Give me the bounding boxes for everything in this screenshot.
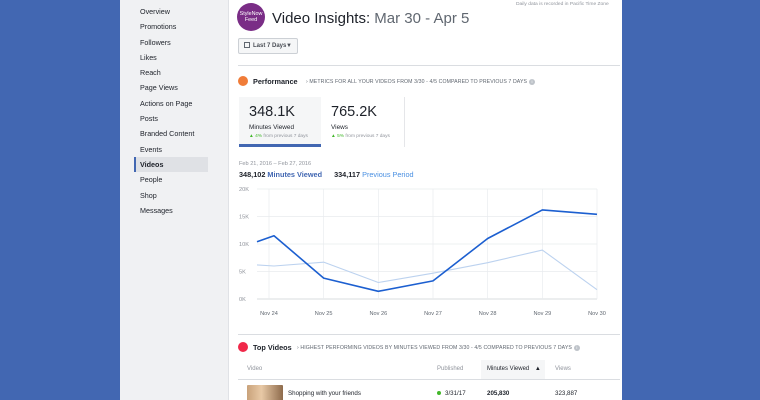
- page-title-range: Mar 30 - Apr 5: [374, 10, 470, 27]
- x-tick-label: Nov 26: [369, 311, 387, 317]
- metric-label: Minutes Viewed: [249, 124, 294, 131]
- metric-change: ▲ 5% from previous 7 days: [331, 134, 403, 139]
- y-tick-label: 10K: [239, 242, 249, 248]
- page-avatar[interactable]: StyleNow Feed: [237, 3, 265, 31]
- sidebar-nav: Overview Promotions Followers Likes Reach Pag…: [120, 0, 220, 218]
- sidebar-item-branded-content[interactable]: Branded Content: [140, 129, 195, 139]
- info-icon[interactable]: i: [573, 345, 580, 351]
- column-header-minutes-viewed[interactable]: Minutes Viewed ▲: [481, 360, 545, 379]
- timezone-note: Daily data is recorded in Pacific Time Z…: [516, 2, 609, 7]
- metric-change-pct: 5%: [337, 134, 345, 139]
- sidebar-item-shop[interactable]: Shop: [140, 190, 157, 200]
- y-tick-label: 0K: [239, 297, 246, 303]
- metric-change-text: from previous 7 days: [345, 134, 390, 139]
- column-header-published[interactable]: Published: [437, 366, 464, 372]
- metric-label: Views: [331, 124, 348, 131]
- table-header-divider: [238, 379, 620, 380]
- y-tick-label: 5K: [239, 270, 246, 276]
- series-line-previous-period: [256, 249, 598, 291]
- video-thumbnail[interactable]: [247, 385, 283, 400]
- sidebar-item-followers[interactable]: Followers: [140, 37, 171, 47]
- metric-value: 765.2K: [331, 104, 377, 120]
- chevron-right-icon: ›: [297, 345, 301, 351]
- date-range-label: Last 7 Days: [253, 43, 287, 49]
- series-line-minutes-viewed: [256, 209, 598, 293]
- sidebar-item-people[interactable]: People: [140, 175, 163, 185]
- avatar-text-line1: StyleNow: [239, 11, 263, 17]
- performance-description-text: METRICS FOR ALL YOUR VIDEOS FROM 3/30 - …: [309, 79, 528, 85]
- top-videos-description: › HIGHEST PERFORMING VIDEOS BY MINUTES V…: [297, 345, 580, 351]
- performance-description: › METRICS FOR ALL YOUR VIDEOS FROM 3/30 …: [306, 79, 536, 85]
- caret-down-icon: ▼: [286, 43, 292, 49]
- arrow-up-icon: ▲: [331, 134, 336, 139]
- content-area: StyleNow Feed Video Insights: Mar 30 - A…: [228, 0, 622, 400]
- date-range-dropdown[interactable]: Last 7 Days ▼: [238, 38, 298, 54]
- previous-label: Previous Period: [362, 170, 414, 179]
- chart-summary: 348,102 Minutes Viewed 334,117 Previous …: [239, 170, 414, 179]
- main-panel: Overview Promotions Followers Likes Reach Pag…: [120, 0, 622, 400]
- sidebar-item-actions-on-page[interactable]: Actions on Page: [140, 98, 193, 108]
- previous-value: 334,117: [334, 170, 361, 179]
- sidebar-item-overview[interactable]: Overview: [140, 7, 170, 16]
- video-published-date: 3/31/17: [445, 390, 466, 397]
- top-videos-description-text: HIGHEST PERFORMING VIDEOS BY MINUTES VIE…: [300, 345, 572, 351]
- metric-divider: [404, 97, 405, 147]
- video-published: 3/31/17: [437, 390, 466, 397]
- current-label: Minutes Viewed: [267, 170, 323, 179]
- x-tick-label: Nov 27: [424, 311, 442, 317]
- status-dot-icon: [437, 391, 441, 395]
- x-tick-label: Nov 30: [588, 311, 606, 317]
- x-tick-label: Nov 25: [315, 311, 333, 317]
- sort-up-icon: ▲: [534, 366, 541, 372]
- metric-views[interactable]: 765.2K Views ▲ 5% from previous 7 days: [321, 97, 403, 147]
- sidebar-item-likes[interactable]: Likes: [140, 52, 157, 62]
- metric-change-text: from previous 7 days: [263, 134, 308, 139]
- performance-title: Performance: [253, 77, 298, 86]
- x-tick-label: Nov 29: [533, 311, 551, 317]
- sidebar-item-videos[interactable]: Videos: [134, 156, 208, 173]
- chart-date-range: Feb 21, 2016 – Feb 27, 2016: [239, 161, 312, 167]
- column-header-minutes-label: Minutes Viewed: [487, 366, 530, 372]
- video-title[interactable]: Shopping with your friends: [288, 390, 361, 397]
- sidebar-item-promotions[interactable]: Promotions: [140, 22, 177, 32]
- y-tick-label: 20K: [239, 187, 249, 193]
- sidebar-item-reach[interactable]: Reach: [140, 68, 161, 78]
- metric-change: ▲ 4% from previous 7 days: [249, 134, 321, 139]
- metric-minutes-viewed[interactable]: 348.1K Minutes Viewed ▲ 4% from previous…: [239, 97, 321, 147]
- column-header-views[interactable]: Views: [555, 366, 571, 372]
- page-title: Video Insights: Mar 30 - Apr 5: [272, 10, 469, 27]
- sidebar-item-messages[interactable]: Messages: [140, 205, 173, 215]
- performance-bar-chart-icon: [238, 76, 248, 86]
- metric-change-pct: 4%: [255, 134, 263, 139]
- top-videos-title: Top Videos: [253, 343, 292, 352]
- arrow-up-icon: ▲: [249, 134, 254, 139]
- video-minutes-viewed: 205,830: [487, 390, 510, 397]
- x-tick-label: Nov 28: [479, 311, 497, 317]
- video-views: 323,887: [555, 390, 578, 397]
- sidebar-item-page-views[interactable]: Page Views: [140, 83, 178, 93]
- divider: [238, 65, 620, 66]
- column-header-video[interactable]: Video: [247, 366, 263, 372]
- current-value: 348,102: [239, 170, 266, 179]
- chevron-right-icon: ›: [306, 79, 310, 85]
- info-icon[interactable]: i: [529, 79, 536, 85]
- y-tick-label: 15K: [239, 215, 249, 221]
- divider: [238, 334, 620, 335]
- metric-value: 348.1K: [249, 104, 295, 120]
- page-title-text: Video Insights:: [272, 10, 371, 27]
- sidebar-item-posts[interactable]: Posts: [140, 114, 158, 124]
- avatar-text-line2: Feed: [244, 17, 258, 23]
- calendar-icon: [244, 42, 250, 48]
- play-icon: [238, 342, 248, 352]
- x-tick-label: Nov 24: [260, 311, 278, 317]
- sidebar-item-events[interactable]: Events: [140, 144, 162, 154]
- minutes-viewed-chart: 0K 5K 10K 15K 20K Nov 24 Nov 25 Nov 26 Nov 27 Nov…: [239, 187, 606, 317]
